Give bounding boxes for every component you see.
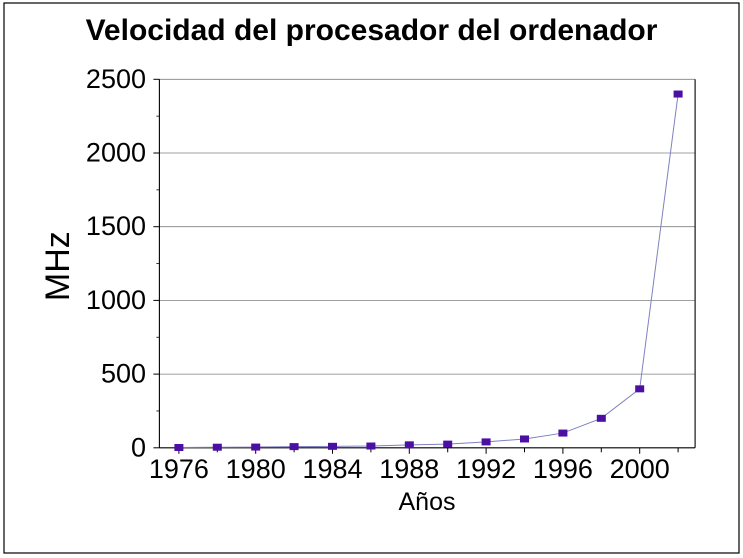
svg-text:1976: 1976 <box>149 454 209 484</box>
svg-text:1980: 1980 <box>226 454 286 484</box>
svg-text:2500: 2500 <box>86 64 146 94</box>
svg-text:Velocidad del procesador del o: Velocidad del procesador del ordenador <box>86 14 658 47</box>
svg-text:1500: 1500 <box>86 211 146 241</box>
svg-text:1000: 1000 <box>86 285 146 315</box>
svg-text:0: 0 <box>131 432 146 462</box>
svg-text:Años: Años <box>399 488 456 516</box>
svg-text:1988: 1988 <box>379 454 439 484</box>
svg-text:2000: 2000 <box>610 454 670 484</box>
svg-text:MHz: MHz <box>39 231 77 301</box>
svg-text:1984: 1984 <box>302 454 362 484</box>
svg-text:500: 500 <box>101 359 146 389</box>
svg-text:1996: 1996 <box>533 454 593 484</box>
svg-text:1992: 1992 <box>456 454 516 484</box>
svg-text:2000: 2000 <box>86 138 146 168</box>
